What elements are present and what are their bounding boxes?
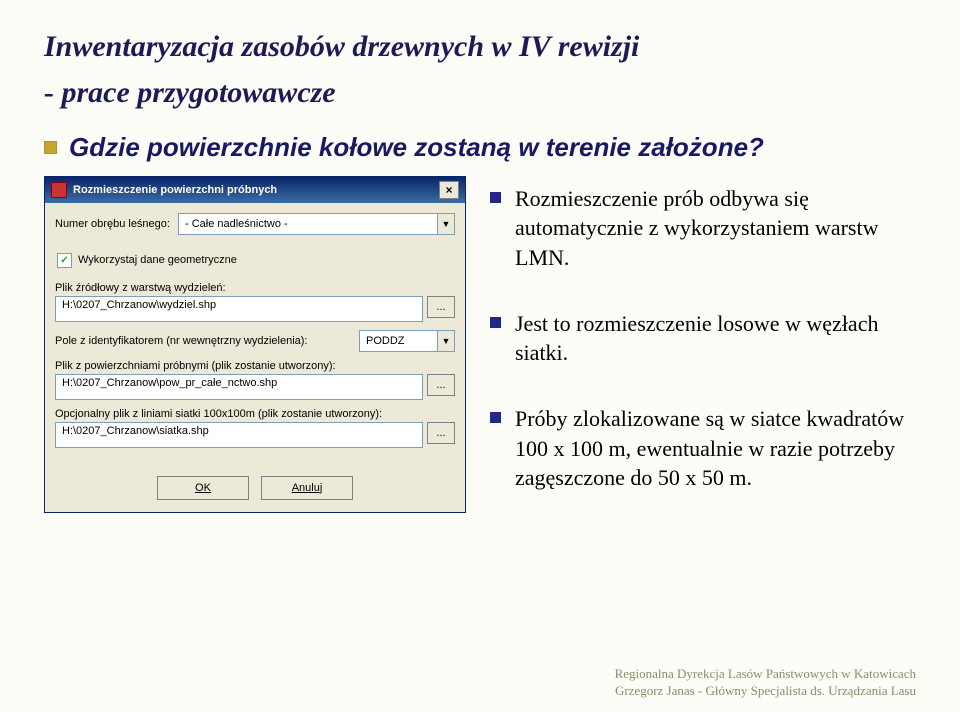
bullet-text: Rozmieszczenie prób odbywa się automatyc…	[515, 184, 916, 273]
bullet-square-icon	[490, 412, 501, 423]
slide-subtitle: - prace przygotowawcze	[44, 74, 916, 112]
forest-number-combo[interactable]: - Całe nadleśnictwo - ▼	[178, 213, 455, 235]
browse-button[interactable]: ...	[427, 296, 455, 318]
content-bullet: Jest to rozmieszczenie losowe w węzłach …	[490, 309, 916, 368]
identifier-label: Pole z identyfikatorem (nr wewnętrzny wy…	[55, 335, 351, 347]
content-bullet: Rozmieszczenie prób odbywa się automatyc…	[490, 184, 916, 273]
bullet-square-icon	[490, 192, 501, 203]
lead-text: Gdzie powierzchnie kołowe zostaną w tere…	[69, 131, 764, 164]
bullet-square-icon	[490, 317, 501, 328]
source-file-label: Plik źródłowy z warstwą wydzieleń:	[55, 282, 455, 294]
grid-file-input[interactable]: H:\0207_Chrzanow\siatka.shp	[55, 422, 423, 448]
grid-file-label: Opcjonalny plik z liniami siatki 100x100…	[55, 408, 455, 420]
content-bullet: Próby zlokalizowane są w siatce kwadrató…	[490, 404, 916, 493]
bullet-text: Jest to rozmieszczenie losowe w węzłach …	[515, 309, 916, 368]
bullet-text: Próby zlokalizowane są w siatce kwadrató…	[515, 404, 916, 493]
bullet-square-icon	[44, 141, 57, 154]
slide-footer: Regionalna Dyrekcja Lasów Państwowych w …	[615, 665, 916, 700]
footer-line-1: Regionalna Dyrekcja Lasów Państwowych w …	[615, 665, 916, 683]
chevron-down-icon[interactable]: ▼	[437, 214, 454, 234]
surfaces-file-label: Plik z powierzchniami próbnymi (plik zos…	[55, 360, 455, 372]
surfaces-file-input[interactable]: H:\0207_Chrzanow\pow_pr_całe_nctwo.shp	[55, 374, 423, 400]
forest-number-value: - Całe nadleśnictwo -	[179, 216, 437, 232]
app-icon	[51, 182, 67, 198]
source-file-input[interactable]: H:\0207_Chrzanow\wydziel.shp	[55, 296, 423, 322]
slide-title: Inwentaryzacja zasobów drzewnych w IV re…	[44, 28, 916, 66]
browse-button[interactable]: ...	[427, 374, 455, 396]
dialog-titlebar: Rozmieszczenie powierzchni próbnych ×	[45, 177, 465, 203]
identifier-value: PODDZ	[360, 333, 437, 349]
checkbox-icon: ✓	[57, 253, 72, 268]
browse-button[interactable]: ...	[427, 422, 455, 444]
forest-number-label: Numer obrębu leśnego:	[55, 218, 170, 230]
chevron-down-icon[interactable]: ▼	[437, 331, 454, 351]
use-geometry-label: Wykorzystaj dane geometryczne	[78, 254, 237, 266]
dialog-title: Rozmieszczenie powierzchni próbnych	[73, 184, 277, 196]
dialog-window: Rozmieszczenie powierzchni próbnych × Nu…	[44, 176, 466, 513]
ok-button[interactable]: OK	[157, 476, 249, 500]
footer-line-2: Grzegorz Janas - Główny Specjalista ds. …	[615, 682, 916, 700]
use-geometry-checkbox[interactable]: ✓ Wykorzystaj dane geometryczne	[57, 253, 455, 268]
close-icon[interactable]: ×	[439, 181, 459, 199]
identifier-combo[interactable]: PODDZ ▼	[359, 330, 455, 352]
cancel-button[interactable]: Anuluj	[261, 476, 353, 500]
lead-bullet: Gdzie powierzchnie kołowe zostaną w tere…	[44, 131, 916, 164]
